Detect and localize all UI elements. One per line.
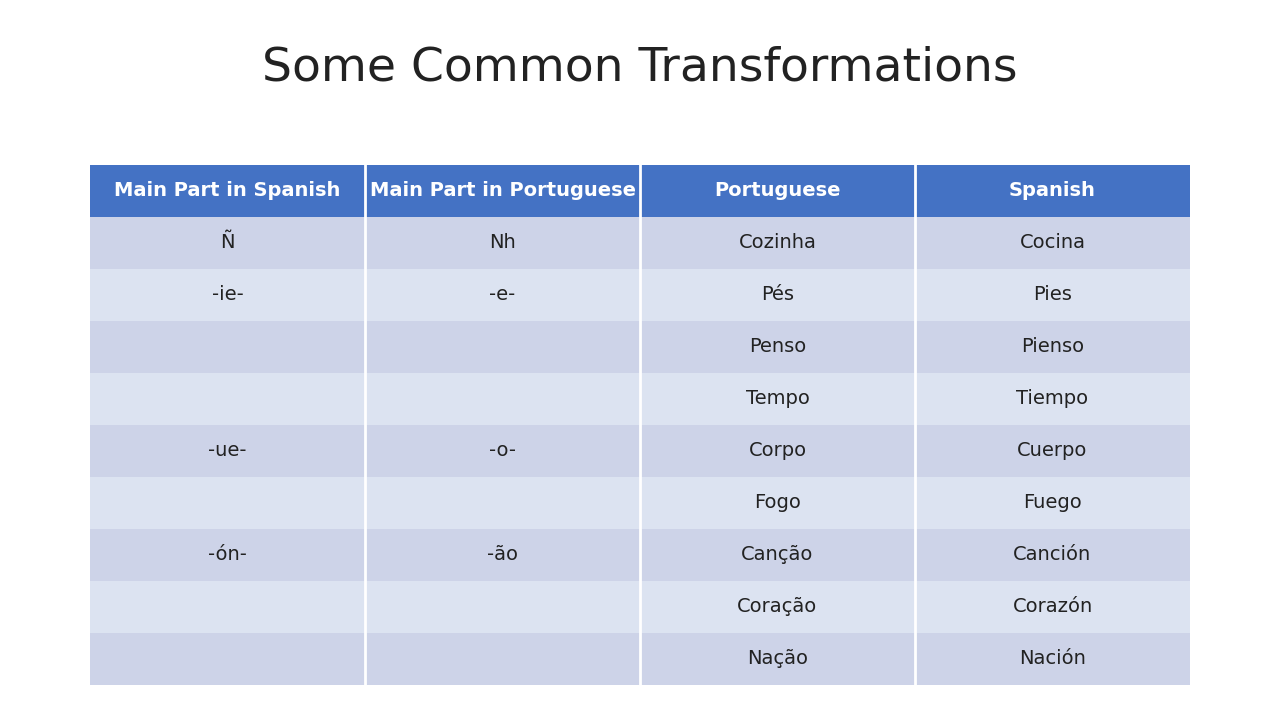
- Text: Nação: Nação: [748, 649, 808, 668]
- Bar: [640, 633, 915, 685]
- Text: Fogo: Fogo: [754, 493, 801, 513]
- Bar: [365, 477, 640, 529]
- Bar: [915, 373, 1190, 425]
- Bar: [915, 217, 1190, 269]
- Bar: [90, 269, 365, 321]
- Bar: [90, 425, 365, 477]
- Bar: [915, 581, 1190, 633]
- Bar: [90, 477, 365, 529]
- Bar: [915, 477, 1190, 529]
- Text: Nh: Nh: [489, 233, 516, 253]
- Text: -ón-: -ón-: [209, 546, 247, 564]
- Bar: [90, 529, 365, 581]
- Bar: [365, 269, 640, 321]
- Text: Cozinha: Cozinha: [739, 233, 817, 253]
- Bar: [640, 529, 915, 581]
- Bar: [365, 373, 640, 425]
- Bar: [915, 529, 1190, 581]
- Text: -ie-: -ie-: [211, 286, 243, 305]
- Bar: [90, 581, 365, 633]
- Text: Cuerpo: Cuerpo: [1018, 441, 1088, 461]
- Bar: [365, 321, 640, 373]
- Text: Pienso: Pienso: [1021, 338, 1084, 356]
- Text: Spanish: Spanish: [1009, 181, 1096, 200]
- Text: -ue-: -ue-: [209, 441, 247, 461]
- Bar: [365, 581, 640, 633]
- Bar: [365, 425, 640, 477]
- Text: Pés: Pés: [762, 286, 794, 305]
- Bar: [365, 165, 640, 217]
- Text: Corpo: Corpo: [749, 441, 806, 461]
- Bar: [640, 217, 915, 269]
- Bar: [640, 373, 915, 425]
- Text: Some Common Transformations: Some Common Transformations: [262, 45, 1018, 91]
- Text: Ñ: Ñ: [220, 233, 234, 253]
- Bar: [640, 477, 915, 529]
- Bar: [640, 165, 915, 217]
- Bar: [640, 321, 915, 373]
- Text: Fuego: Fuego: [1023, 493, 1082, 513]
- Text: Penso: Penso: [749, 338, 806, 356]
- Bar: [915, 633, 1190, 685]
- Text: Corazón: Corazón: [1012, 598, 1093, 616]
- Bar: [90, 217, 365, 269]
- Bar: [915, 321, 1190, 373]
- Bar: [90, 165, 365, 217]
- Bar: [640, 425, 915, 477]
- Text: Main Part in Portuguese: Main Part in Portuguese: [370, 181, 635, 200]
- Bar: [365, 217, 640, 269]
- Bar: [915, 165, 1190, 217]
- Bar: [90, 373, 365, 425]
- Text: Tiempo: Tiempo: [1016, 390, 1088, 408]
- Bar: [365, 529, 640, 581]
- Text: -e-: -e-: [489, 286, 516, 305]
- Bar: [90, 633, 365, 685]
- Text: Portuguese: Portuguese: [714, 181, 841, 200]
- Text: Cocina: Cocina: [1019, 233, 1085, 253]
- Text: -ão: -ão: [486, 546, 518, 564]
- Bar: [640, 269, 915, 321]
- Text: Tempo: Tempo: [745, 390, 809, 408]
- Text: Coração: Coração: [737, 598, 818, 616]
- Text: Pies: Pies: [1033, 286, 1071, 305]
- Bar: [640, 581, 915, 633]
- Bar: [365, 633, 640, 685]
- Bar: [915, 425, 1190, 477]
- Text: Canção: Canção: [741, 546, 814, 564]
- Text: -o-: -o-: [489, 441, 516, 461]
- Bar: [915, 269, 1190, 321]
- Bar: [90, 321, 365, 373]
- Text: Canción: Canción: [1014, 546, 1092, 564]
- Text: Nación: Nación: [1019, 649, 1085, 668]
- Text: Main Part in Spanish: Main Part in Spanish: [114, 181, 340, 200]
